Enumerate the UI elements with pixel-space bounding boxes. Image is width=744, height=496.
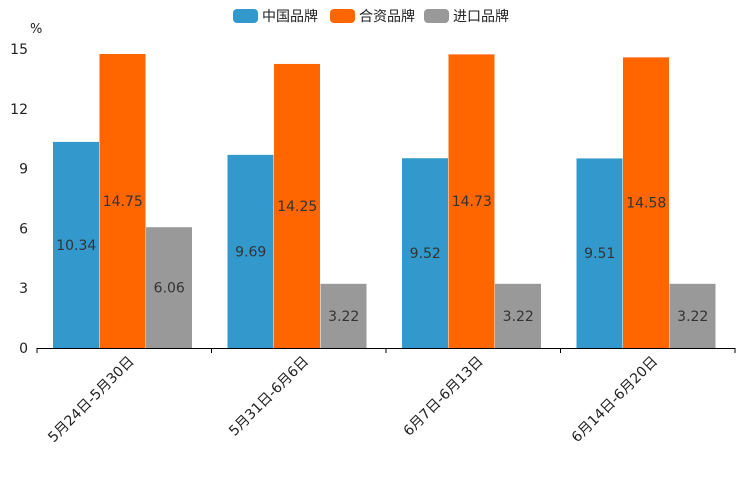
legend: 中国品牌 合资品牌 进口品牌 [233, 8, 509, 25]
bar [623, 57, 669, 348]
y-tick-label: 15 [10, 42, 28, 58]
bar [227, 154, 274, 348]
x-category-label: 5月24日-5月30日 [45, 354, 137, 446]
bars: 10.34 14.75 6.06 9.69 14.25 3.22 9.52 14.73 3.22… [53, 53, 716, 349]
legend-swatch [233, 9, 258, 23]
data-label: 14.75 [103, 194, 143, 210]
legend-item[interactable]: 进口品牌 [424, 8, 509, 25]
data-label: 14.25 [277, 199, 317, 215]
bar [99, 53, 146, 348]
y-tick-label: 6 [19, 221, 28, 237]
y-tick-label: 0 [19, 341, 28, 357]
x-axis: 5月24日-5月30日 5月31日-6月6日 6月7日-6月13日 6月14日-6月2… [36, 348, 736, 446]
data-label: 9.69 [235, 244, 266, 260]
data-label: 9.51 [584, 246, 615, 262]
y-axis-unit-label: % [30, 22, 42, 37]
x-category-label: 5月31日-6月6日 [226, 354, 312, 440]
bar [576, 158, 623, 348]
data-label: 14.58 [626, 196, 666, 212]
bar [320, 283, 367, 348]
legend-label: 进口品牌 [453, 8, 509, 25]
data-label: 10.34 [56, 238, 96, 254]
bar [448, 54, 495, 349]
bar [669, 283, 716, 348]
legend-swatch [424, 9, 449, 23]
bar [274, 63, 320, 348]
legend-item[interactable]: 中国品牌 [233, 8, 318, 25]
data-label: 3.22 [328, 309, 359, 325]
data-label: 9.52 [410, 246, 441, 262]
bar [53, 141, 99, 348]
bar [495, 283, 541, 348]
y-tick-label: 9 [19, 162, 28, 178]
data-label: 3.22 [503, 309, 534, 325]
data-label: 6.06 [154, 281, 185, 297]
y-tick-label: 3 [19, 281, 28, 297]
x-category-label: 6月7日-6月13日 [401, 354, 487, 440]
legend-item[interactable]: 合资品牌 [330, 8, 415, 25]
y-axis: 0 3 6 9 12 15 [10, 42, 28, 357]
bar [146, 227, 192, 348]
legend-label: 合资品牌 [359, 8, 415, 25]
bar [402, 158, 448, 348]
legend-label: 中国品牌 [262, 8, 318, 25]
data-label: 14.73 [452, 194, 492, 210]
x-category-label: 6月14日-6月20日 [569, 354, 661, 446]
legend-swatch [330, 9, 355, 23]
data-label: 3.22 [677, 309, 708, 325]
y-tick-label: 12 [10, 102, 28, 118]
